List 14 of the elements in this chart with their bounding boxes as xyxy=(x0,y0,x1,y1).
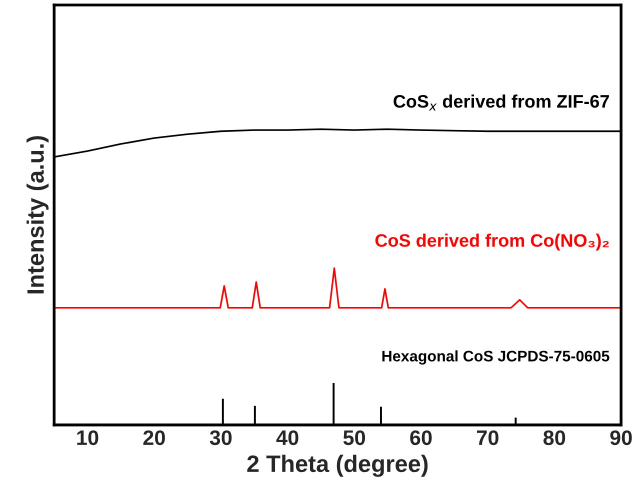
y-axis-title: Intensity (a.u.) xyxy=(26,136,49,294)
x-axis-title: 2 Theta (degree) xyxy=(247,454,428,477)
x-tick-label: 40 xyxy=(276,430,298,446)
x-tick-label: 50 xyxy=(343,430,366,446)
text: CoS derived from Co(NO₃)₂ xyxy=(375,234,609,250)
text: Hexagonal CoS JCPDS-75-0605 xyxy=(382,350,610,365)
x-tick-label: 20 xyxy=(143,430,165,446)
series-label: CoS$_{x}$ derived from ZIF-67 xyxy=(394,94,609,111)
x-tick-label: 60 xyxy=(410,430,432,446)
x-tick-label: 30 xyxy=(210,430,232,446)
x-tick-label: 80 xyxy=(543,430,566,446)
x-tick-label: 90 xyxy=(610,430,632,446)
x-tick-label: 70 xyxy=(476,430,498,446)
x-tick-label: 10 xyxy=(77,430,98,446)
